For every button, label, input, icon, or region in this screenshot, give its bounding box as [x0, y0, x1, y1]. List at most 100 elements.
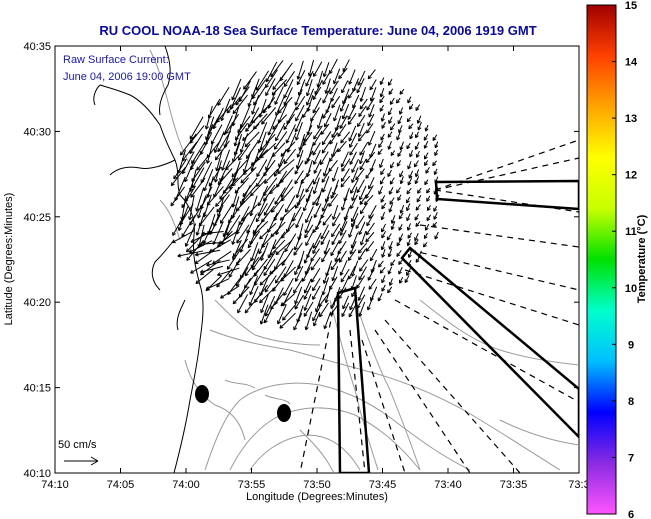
- current-vector: [238, 206, 250, 226]
- current-vector: [329, 148, 339, 162]
- current-vector: [359, 193, 368, 205]
- current-vector: [250, 242, 259, 262]
- current-vector-head: [294, 306, 299, 310]
- current-vector-head: [195, 282, 200, 285]
- current-vector: [220, 285, 240, 299]
- current-vector: [381, 248, 386, 258]
- current-vector-head: [190, 167, 194, 171]
- current-vector-head: [407, 166, 412, 170]
- current-vector-head: [424, 145, 428, 149]
- current-vector-head: [236, 231, 240, 235]
- current-vector-head: [435, 145, 439, 149]
- current-vector: [182, 151, 195, 175]
- current-vector-head: [358, 251, 362, 254]
- current-vector-head: [172, 233, 176, 236]
- current-vector: [317, 113, 324, 129]
- current-vector: [279, 312, 296, 329]
- current-vector-head: [398, 271, 402, 275]
- current-vector-head: [432, 163, 437, 167]
- current-vector-head: [404, 280, 409, 283]
- current-vector-head: [253, 234, 257, 237]
- current-vector: [197, 195, 207, 219]
- current-vector-head: [215, 204, 220, 207]
- current-vector: [380, 88, 385, 98]
- current-vector-head: [203, 188, 208, 192]
- current-vector: [340, 131, 351, 144]
- current-vector-head: [250, 258, 255, 262]
- current-vector-head: [391, 226, 395, 230]
- current-vector: [231, 224, 240, 245]
- current-vector-head: [398, 262, 403, 265]
- current-vector: [340, 175, 351, 188]
- current-vector: [310, 257, 321, 271]
- current-vector: [283, 71, 295, 87]
- current-vector: [338, 229, 347, 244]
- current-vector: [192, 167, 205, 189]
- current-vector: [358, 248, 367, 261]
- current-vector: [397, 115, 403, 125]
- current-vector-head: [189, 222, 194, 226]
- current-vector: [390, 123, 396, 131]
- current-vector: [260, 133, 276, 151]
- current-vector-head: [380, 172, 385, 176]
- scale-arrow: [64, 456, 99, 466]
- current-vector: [398, 212, 404, 220]
- current-vector-head: [249, 303, 253, 306]
- current-vector: [243, 71, 257, 90]
- current-vector: [378, 185, 384, 195]
- current-vector: [337, 140, 347, 153]
- current-vector-head: [297, 76, 301, 80]
- current-vector-head: [225, 168, 229, 171]
- current-vector: [357, 70, 366, 86]
- current-vector-head: [274, 174, 278, 177]
- colorbar-tick-label: 8: [628, 396, 634, 408]
- current-vector: [185, 223, 197, 247]
- current-vector: [278, 149, 287, 168]
- current-vector-head: [214, 179, 219, 183]
- current-vector: [313, 168, 322, 185]
- current-vector: [281, 186, 294, 202]
- current-vector: [320, 151, 329, 165]
- current-vector-head: [295, 102, 299, 106]
- current-vector: [368, 177, 375, 190]
- current-vector: [189, 133, 203, 154]
- current-vector: [221, 149, 231, 171]
- current-vector-head: [178, 170, 182, 174]
- current-vector-head: [295, 278, 299, 282]
- current-vector: [261, 107, 276, 125]
- current-vector-head: [424, 156, 428, 160]
- current-vector: [190, 260, 212, 274]
- current-vector-head: [203, 241, 207, 245]
- y-tick-label: 40:30: [23, 126, 51, 138]
- current-vector-head: [251, 111, 256, 115]
- current-vector: [284, 233, 297, 252]
- current-vector: [303, 301, 314, 317]
- current-vector: [231, 169, 248, 187]
- current-vector-head: [322, 116, 327, 119]
- current-vector-head: [349, 145, 353, 148]
- current-vector: [321, 139, 332, 154]
- current-vector-head: [406, 200, 410, 204]
- current-vector: [381, 223, 387, 233]
- current-vector: [283, 79, 294, 99]
- current-vector: [388, 107, 393, 116]
- current-vector: [320, 203, 329, 219]
- current-vector: [272, 114, 288, 130]
- current-vector: [325, 78, 331, 94]
- current-vector: [321, 131, 332, 145]
- current-vector-head: [182, 159, 186, 162]
- current-vector-head: [390, 165, 394, 169]
- current-vector-head: [321, 215, 325, 219]
- current-vector-head: [377, 152, 382, 156]
- current-vector: [381, 202, 387, 210]
- current-vector: [249, 276, 259, 295]
- current-vector: [249, 286, 259, 306]
- current-vector: [302, 104, 311, 118]
- current-vector: [269, 179, 284, 195]
- current-vector: [217, 230, 233, 248]
- current-vector-head: [317, 125, 322, 129]
- current-vector-head: [380, 94, 384, 98]
- current-vector-head: [347, 117, 352, 120]
- current-vector-head: [325, 299, 329, 304]
- current-vector: [342, 103, 350, 120]
